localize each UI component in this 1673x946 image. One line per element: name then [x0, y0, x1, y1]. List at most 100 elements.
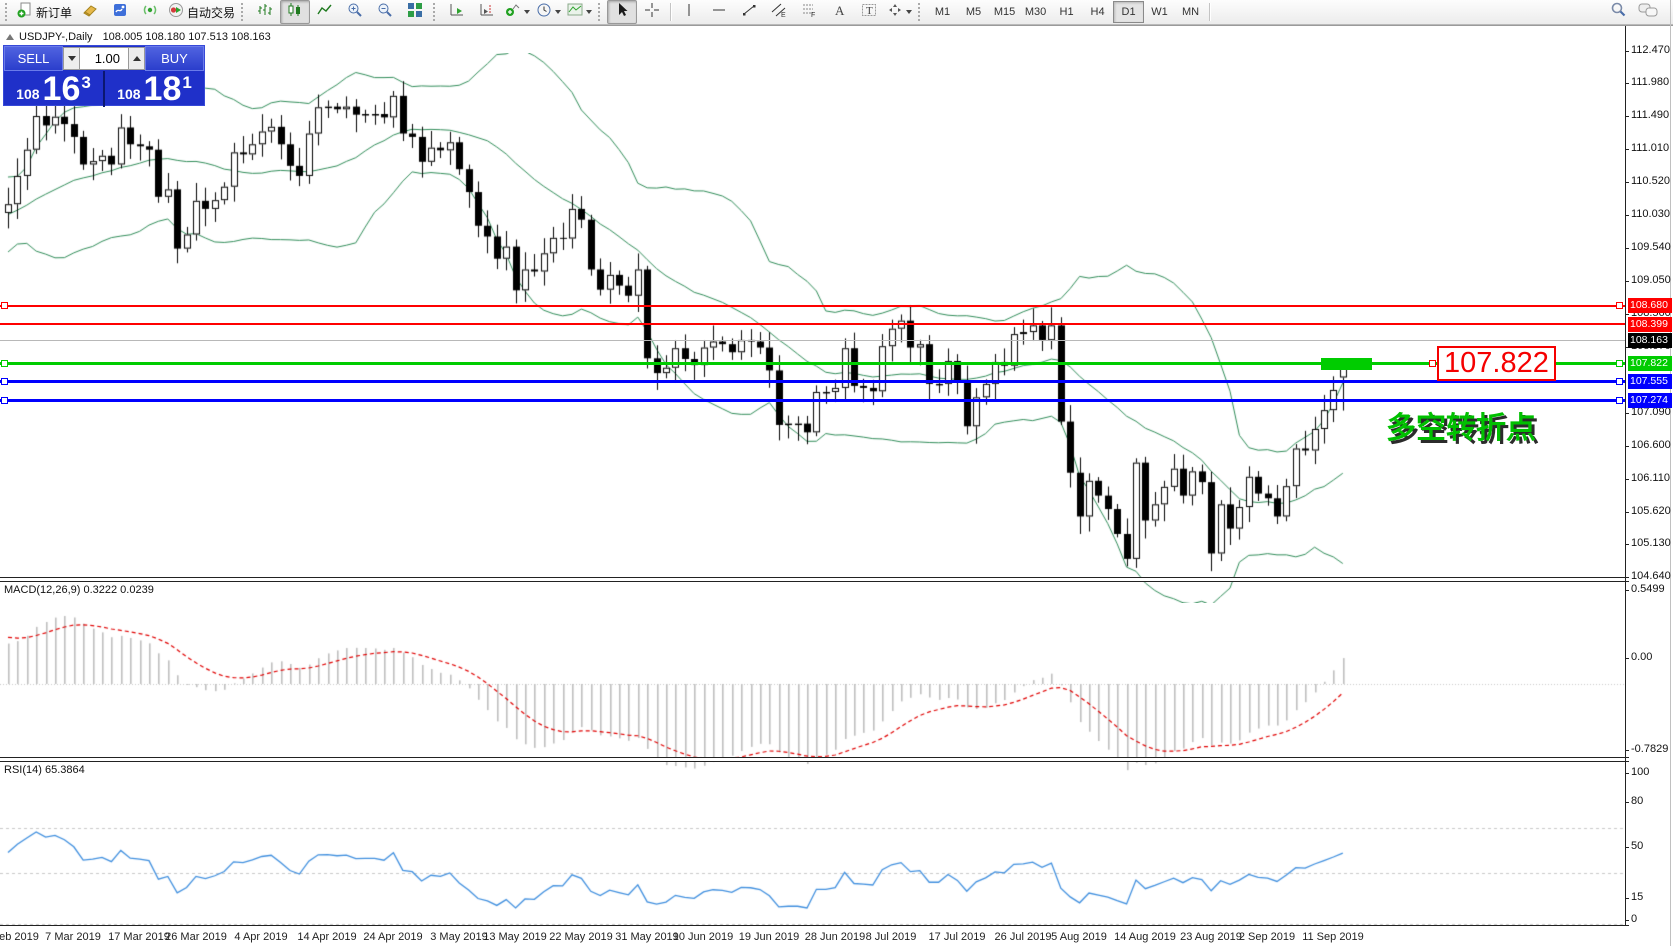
- hline-108.680[interactable]: [0, 305, 1625, 307]
- clock-icon: [536, 2, 552, 23]
- date-axis-label: 22 May 2019: [549, 931, 613, 943]
- timeframe-d1[interactable]: D1: [1113, 1, 1145, 23]
- timeframe-h4[interactable]: H4: [1090, 6, 1105, 18]
- hline-107.555[interactable]: [0, 380, 1625, 383]
- zoom-out-button[interactable]: [370, 0, 400, 24]
- buy-button[interactable]: BUY: [145, 46, 204, 71]
- sell-button[interactable]: SELL: [4, 46, 63, 71]
- text-label-button[interactable]: T: [854, 0, 884, 24]
- toolbar-grip[interactable]: [241, 3, 246, 21]
- arrows-button[interactable]: [884, 0, 915, 24]
- line-handle[interactable]: [1616, 302, 1623, 309]
- line-handle[interactable]: [1, 378, 8, 385]
- periods-button[interactable]: [533, 0, 564, 24]
- text-button[interactable]: A: [824, 0, 854, 24]
- date-axis-label: 7 Mar 2019: [45, 931, 101, 943]
- timeframe-w1[interactable]: W1: [1151, 6, 1168, 18]
- equidistant-channel-button[interactable]: E: [764, 0, 794, 24]
- trendline-button[interactable]: [734, 0, 764, 24]
- price-axis-label: 111.010: [1631, 142, 1670, 154]
- price-tag-107-822[interactable]: 107.822: [1437, 346, 1556, 381]
- date-axis-label: 3 May 2019: [430, 931, 488, 943]
- hline-107.822[interactable]: [0, 362, 1625, 365]
- auto-trading-button[interactable]: 自动交易: [165, 0, 238, 24]
- indicators-button[interactable]: [502, 0, 533, 24]
- line-handle[interactable]: [1, 360, 8, 367]
- hline-107.274[interactable]: [0, 399, 1625, 402]
- price-axis-tick: [1625, 51, 1629, 52]
- auto-trading-icon: [168, 2, 184, 23]
- new-order-button[interactable]: 新订单: [14, 0, 75, 24]
- panel-splitter[interactable]: [0, 577, 1629, 582]
- signals-button[interactable]: [135, 0, 165, 24]
- sell-price[interactable]: 108 16 3: [4, 71, 103, 107]
- date-axis-label: 17 Jul 2019: [928, 931, 986, 943]
- sell-price-base: 108: [16, 86, 40, 102]
- buy-price-big: 18: [143, 70, 182, 108]
- timeframe-m30[interactable]: M30: [1024, 6, 1047, 18]
- line-handle[interactable]: [1, 397, 8, 404]
- timeframe-m15[interactable]: M15: [993, 6, 1016, 18]
- label-handle[interactable]: [1429, 360, 1436, 367]
- timeframe-mn[interactable]: MN: [1181, 6, 1200, 18]
- price-label-108.399: 108.399: [1628, 317, 1672, 332]
- one-click-trading-panel: SELL 1.00 BUY 108 16 3 108 18 1: [3, 45, 205, 107]
- bar-chart-button[interactable]: [250, 0, 280, 24]
- line-handle[interactable]: [1, 302, 8, 309]
- toolbar-grip[interactable]: [598, 3, 603, 21]
- hline-108.399[interactable]: [0, 323, 1625, 325]
- toolbar-grip[interactable]: [433, 3, 438, 21]
- price-axis-label: 110.520: [1631, 175, 1670, 187]
- cursor-button[interactable]: [607, 0, 638, 24]
- volume-decrease-button[interactable]: [63, 47, 80, 70]
- macd-indicator-canvas[interactable]: [0, 608, 1626, 783]
- chart-ohlc-values: 108.005 108.180 107.513 108.163: [102, 31, 271, 43]
- turning-point-annotation[interactable]: 多空转折点: [1386, 412, 1536, 445]
- cursor-icon: [614, 2, 630, 23]
- crosshair-icon: [644, 2, 660, 23]
- zoom-in-button[interactable]: [340, 0, 370, 24]
- horizontal-line-button[interactable]: [704, 0, 734, 24]
- auto-scroll-button[interactable]: [442, 0, 472, 24]
- timeframe-h1[interactable]: H1: [1059, 6, 1074, 18]
- chat-button[interactable]: [1633, 0, 1663, 24]
- green-highlight-segment[interactable]: [1321, 358, 1372, 370]
- tile-windows-button[interactable]: [400, 0, 430, 24]
- toolbar-grip[interactable]: [918, 3, 923, 21]
- price-axis-tick: [1625, 314, 1629, 315]
- templates-button[interactable]: [564, 0, 595, 24]
- timeframe-m1[interactable]: M1: [934, 6, 951, 18]
- eraser-button[interactable]: [75, 0, 105, 24]
- timeframe-m5[interactable]: M5: [965, 6, 982, 18]
- volume-input[interactable]: 1.00: [80, 47, 128, 70]
- search-button[interactable]: [1603, 0, 1633, 24]
- line-handle[interactable]: [1616, 360, 1623, 367]
- buy-price[interactable]: 108 18 1: [105, 71, 204, 107]
- price-axis-tick: [1625, 446, 1629, 447]
- line-handle[interactable]: [1616, 378, 1623, 385]
- fibonacci-button[interactable]: F: [794, 0, 824, 24]
- tile-windows-icon: [407, 2, 423, 23]
- crosshair-button[interactable]: [637, 0, 667, 24]
- toolbar-separator: [1209, 3, 1211, 21]
- marketplace-button[interactable]: [105, 0, 135, 24]
- panel-border: [0, 925, 1629, 926]
- line-handle[interactable]: [1616, 397, 1623, 404]
- search-icon: [1610, 1, 1627, 23]
- eraser-icon: [82, 2, 98, 23]
- volume-increase-button[interactable]: [128, 47, 145, 70]
- zoom-out-icon: [377, 2, 393, 23]
- main-chart-canvas[interactable]: [0, 53, 1626, 603]
- fibonacci-icon: F: [801, 2, 817, 23]
- rsi-indicator-canvas[interactable]: [0, 788, 1626, 946]
- chart-shift-button[interactable]: [472, 0, 502, 24]
- panel-splitter[interactable]: [0, 757, 1629, 762]
- indicator-axis-tick: [1625, 920, 1629, 921]
- toolbar-grip[interactable]: [5, 3, 10, 21]
- vertical-line-button[interactable]: [674, 0, 704, 24]
- collapse-triangle-icon[interactable]: [6, 34, 14, 40]
- candlestick-chart-button[interactable]: [280, 0, 311, 24]
- line-chart-button[interactable]: [310, 0, 340, 24]
- indicator-axis-tick: [1625, 847, 1629, 848]
